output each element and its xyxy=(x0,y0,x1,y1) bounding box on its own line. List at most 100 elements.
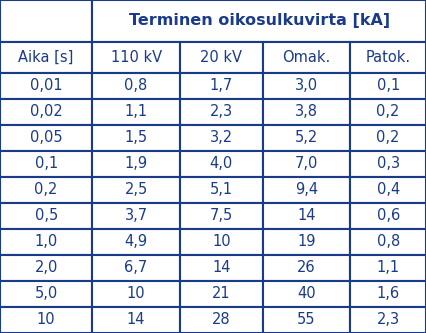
Text: 1,5: 1,5 xyxy=(124,131,148,146)
Text: 0,02: 0,02 xyxy=(30,104,63,119)
Text: 14: 14 xyxy=(212,260,230,275)
Text: 14: 14 xyxy=(297,208,316,223)
Bar xyxy=(180,151,263,177)
Text: 1,0: 1,0 xyxy=(35,234,58,249)
Bar xyxy=(263,203,350,229)
Text: 26: 26 xyxy=(297,260,316,275)
Bar xyxy=(350,307,426,333)
Bar xyxy=(263,151,350,177)
Text: 3,2: 3,2 xyxy=(210,131,233,146)
Text: 28: 28 xyxy=(212,312,230,327)
Text: 0,4: 0,4 xyxy=(377,182,400,197)
Bar xyxy=(350,73,426,99)
Text: 2,0: 2,0 xyxy=(35,260,58,275)
Text: 0,2: 0,2 xyxy=(35,182,58,197)
Text: 0,2: 0,2 xyxy=(377,131,400,146)
Bar xyxy=(180,42,263,73)
Bar xyxy=(263,125,350,151)
Bar xyxy=(263,99,350,125)
Text: 5,1: 5,1 xyxy=(210,182,233,197)
Bar xyxy=(0,99,92,125)
Text: 4,0: 4,0 xyxy=(210,157,233,171)
Text: 0,8: 0,8 xyxy=(377,234,400,249)
Bar xyxy=(92,73,180,99)
Text: 7,0: 7,0 xyxy=(295,157,318,171)
Bar xyxy=(350,151,426,177)
Text: 0,2: 0,2 xyxy=(377,104,400,119)
Bar xyxy=(180,281,263,307)
Bar xyxy=(180,177,263,203)
Bar xyxy=(0,42,92,73)
Text: 0,01: 0,01 xyxy=(30,78,63,93)
Bar xyxy=(180,99,263,125)
Bar xyxy=(180,229,263,255)
Bar xyxy=(180,255,263,281)
Bar xyxy=(263,281,350,307)
Bar xyxy=(263,229,350,255)
Bar xyxy=(0,151,92,177)
Bar xyxy=(92,203,180,229)
Bar xyxy=(350,229,426,255)
Text: 1,6: 1,6 xyxy=(377,286,400,301)
Bar xyxy=(180,307,263,333)
Bar xyxy=(180,73,263,99)
Bar xyxy=(0,255,92,281)
Bar xyxy=(92,307,180,333)
Bar xyxy=(263,42,350,73)
Text: 0,6: 0,6 xyxy=(377,208,400,223)
Bar xyxy=(0,73,92,99)
Bar xyxy=(263,307,350,333)
Bar xyxy=(350,99,426,125)
Bar xyxy=(92,177,180,203)
Text: 21: 21 xyxy=(212,286,230,301)
Text: 1,7: 1,7 xyxy=(210,78,233,93)
Bar xyxy=(263,177,350,203)
Bar xyxy=(180,203,263,229)
Bar xyxy=(92,42,180,73)
Bar xyxy=(0,281,92,307)
Bar xyxy=(0,125,92,151)
Text: 2,5: 2,5 xyxy=(124,182,148,197)
Bar xyxy=(263,255,350,281)
Bar xyxy=(350,281,426,307)
Text: 4,9: 4,9 xyxy=(124,234,148,249)
Text: 1,9: 1,9 xyxy=(124,157,148,171)
Text: 5,0: 5,0 xyxy=(35,286,58,301)
Text: Patok.: Patok. xyxy=(366,50,411,65)
Text: 10: 10 xyxy=(37,312,55,327)
Bar xyxy=(92,151,180,177)
Text: 0,3: 0,3 xyxy=(377,157,400,171)
Text: 6,7: 6,7 xyxy=(124,260,148,275)
Text: 0,1: 0,1 xyxy=(35,157,58,171)
Text: 3,8: 3,8 xyxy=(295,104,318,119)
Bar xyxy=(0,203,92,229)
Bar xyxy=(92,0,426,42)
Text: 0,5: 0,5 xyxy=(35,208,58,223)
Text: 3,0: 3,0 xyxy=(295,78,318,93)
Bar xyxy=(92,229,180,255)
Text: 10: 10 xyxy=(212,234,230,249)
Text: 3,7: 3,7 xyxy=(124,208,148,223)
Text: 7,5: 7,5 xyxy=(210,208,233,223)
Text: 20 kV: 20 kV xyxy=(200,50,242,65)
Bar xyxy=(350,125,426,151)
Text: 110 kV: 110 kV xyxy=(110,50,161,65)
Bar xyxy=(92,125,180,151)
Text: 40: 40 xyxy=(297,286,316,301)
Text: 0,05: 0,05 xyxy=(30,131,63,146)
Text: 10: 10 xyxy=(127,286,145,301)
Bar xyxy=(350,203,426,229)
Text: 55: 55 xyxy=(297,312,316,327)
Text: 0,8: 0,8 xyxy=(124,78,148,93)
Text: 9,4: 9,4 xyxy=(295,182,318,197)
Text: Omak.: Omak. xyxy=(282,50,331,65)
Bar xyxy=(92,99,180,125)
Text: 1,1: 1,1 xyxy=(377,260,400,275)
Text: Aika [s]: Aika [s] xyxy=(18,50,74,65)
Bar xyxy=(0,177,92,203)
Bar xyxy=(0,0,92,42)
Text: 19: 19 xyxy=(297,234,316,249)
Bar xyxy=(350,177,426,203)
Bar xyxy=(263,73,350,99)
Text: 2,3: 2,3 xyxy=(210,104,233,119)
